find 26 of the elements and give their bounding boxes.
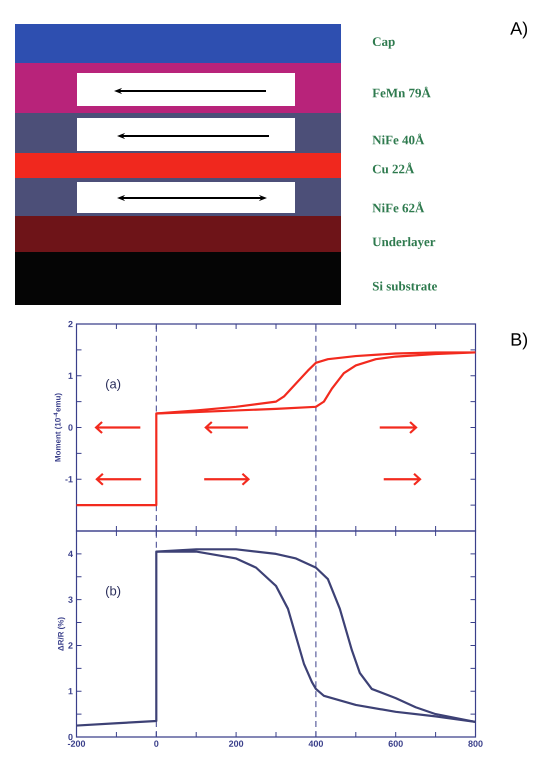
text: NiFe 40Å bbox=[372, 134, 424, 144]
text: Cu 22Å bbox=[372, 162, 414, 174]
x-tick-label: -200 bbox=[68, 740, 86, 747]
y-tick-label: 0 bbox=[68, 734, 73, 740]
text: Cap bbox=[372, 37, 395, 49]
text: FeMn 79Å bbox=[372, 86, 431, 98]
y-tick-label: 1 bbox=[68, 688, 73, 694]
text: NiFe 62Å bbox=[372, 202, 424, 212]
text: B) bbox=[512, 332, 528, 350]
text: A) bbox=[510, 22, 528, 38]
y-tick-label: 3 bbox=[68, 596, 73, 603]
text: Si substrate bbox=[372, 281, 437, 291]
y-tick-label: 0 bbox=[68, 424, 73, 431]
text: Underlayer bbox=[372, 237, 436, 249]
annotation: (b) bbox=[106, 586, 120, 598]
y-tick-label: 4 bbox=[68, 550, 73, 557]
annotation: (a) bbox=[106, 378, 120, 392]
x-tick-label: 200 bbox=[228, 740, 244, 747]
x-tick-label: 800 bbox=[468, 740, 483, 747]
x-tick-label: 400 bbox=[308, 740, 324, 747]
y-tick-label: 1 bbox=[68, 372, 73, 379]
y-tick-label: -1 bbox=[65, 476, 73, 482]
y-tick-label: 2 bbox=[68, 642, 73, 649]
x-tick-label: 0 bbox=[154, 740, 158, 747]
y-tick-label: 2 bbox=[68, 320, 73, 328]
x-tick-label: 600 bbox=[388, 740, 403, 747]
